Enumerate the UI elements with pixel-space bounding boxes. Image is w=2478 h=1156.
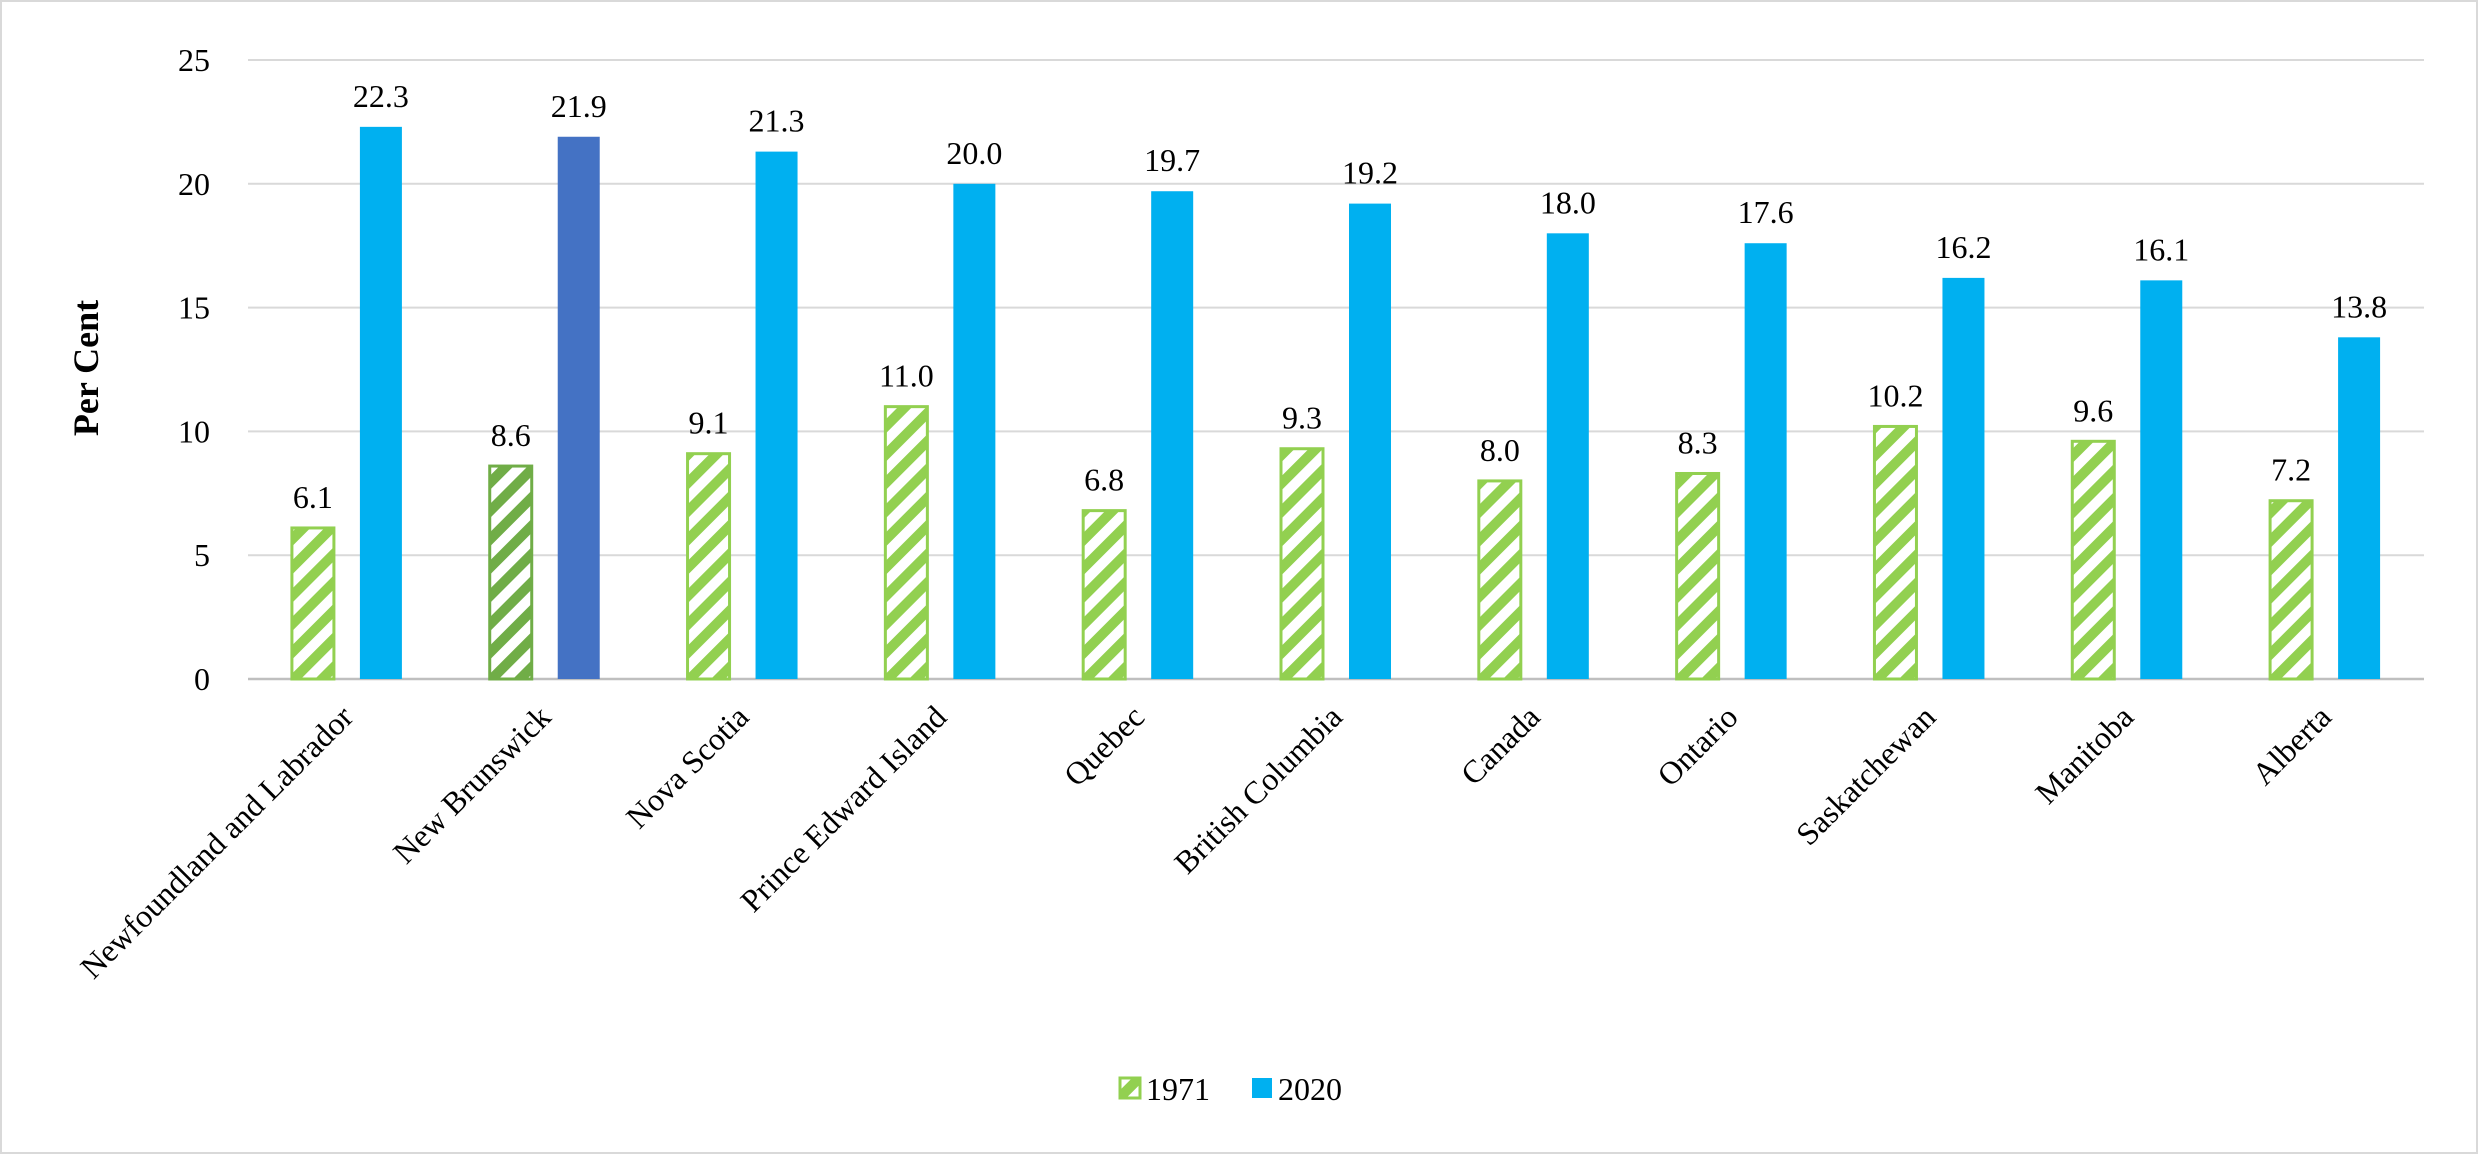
data-label-2020: 21.9 bbox=[551, 88, 607, 124]
legend-swatch-2020 bbox=[1252, 1078, 1272, 1098]
bar-2020 bbox=[2338, 337, 2381, 679]
bar-1971 bbox=[290, 526, 336, 681]
bar-1971 bbox=[1081, 509, 1127, 681]
x-category-label: Ontario bbox=[1650, 698, 1745, 793]
bar-1971 bbox=[883, 405, 929, 681]
y-tick-label: 0 bbox=[194, 661, 210, 697]
y-axis-ticks: 0 5 10 15 20 25 bbox=[178, 42, 210, 697]
data-labels: 6.1 22.3 8.6 21.9 9.1 21.3 11.0 20.0 6.8 19.7 9.3 1… bbox=[293, 78, 2387, 515]
data-label-2020: 19.7 bbox=[1144, 142, 1200, 178]
x-category-label: British Columbia bbox=[1167, 698, 1349, 880]
x-axis-categories: Newfoundland and Labrador New Brunswick No… bbox=[73, 698, 2338, 985]
data-label-2020: 21.3 bbox=[749, 103, 805, 139]
x-category-label: Canada bbox=[1453, 698, 1546, 791]
bar-1971 bbox=[2070, 439, 2116, 681]
x-category-label: Prince Edward Island bbox=[733, 698, 953, 918]
bar-2020 bbox=[1942, 277, 1985, 679]
x-category-label: Alberta bbox=[2245, 698, 2338, 791]
bar-2020 bbox=[1744, 243, 1787, 679]
bar-1971 bbox=[488, 464, 534, 681]
bar-1971 bbox=[686, 452, 732, 681]
bars bbox=[290, 126, 2381, 681]
data-label-2020: 20.0 bbox=[946, 135, 1002, 171]
data-label-1971: 11.0 bbox=[879, 358, 934, 394]
data-label-1971: 6.1 bbox=[293, 479, 333, 515]
data-label-2020: 13.8 bbox=[2331, 288, 2387, 324]
data-label-1971: 10.2 bbox=[1867, 377, 1923, 413]
bar-2020 bbox=[557, 136, 600, 680]
data-label-2020: 18.0 bbox=[1540, 184, 1596, 220]
bar-2020 bbox=[1349, 203, 1391, 679]
bar-2020 bbox=[359, 126, 402, 680]
bar-1971 bbox=[2268, 499, 2314, 681]
data-label-2020: 17.6 bbox=[1738, 194, 1794, 230]
y-tick-label: 25 bbox=[178, 42, 210, 78]
data-label-1971: 9.6 bbox=[2073, 392, 2113, 428]
y-tick-label: 15 bbox=[178, 290, 210, 326]
data-label-1971: 7.2 bbox=[2271, 452, 2311, 488]
bar-1971 bbox=[1675, 471, 1721, 681]
y-tick-label: 10 bbox=[178, 413, 210, 449]
x-category-label: Nova Scotia bbox=[619, 698, 756, 835]
bar-2020 bbox=[1546, 233, 1589, 679]
y-tick-label: 20 bbox=[178, 166, 210, 202]
x-category-label: Saskatchewan bbox=[1789, 698, 1943, 852]
bar-1971 bbox=[1477, 479, 1523, 681]
data-label-1971: 6.8 bbox=[1084, 462, 1124, 498]
bar-1971 bbox=[1872, 424, 1918, 681]
bar-2020 bbox=[755, 151, 798, 679]
data-label-2020: 22.3 bbox=[353, 78, 409, 114]
x-category-label: New Brunswick bbox=[386, 698, 558, 870]
x-category-label: Newfoundland and Labrador bbox=[73, 698, 360, 985]
data-label-1971: 8.0 bbox=[1480, 432, 1520, 468]
y-tick-label: 5 bbox=[194, 537, 210, 573]
data-label-1971: 8.6 bbox=[491, 417, 531, 453]
y-axis-title: Per Cent bbox=[66, 300, 106, 436]
bar-2020 bbox=[2140, 280, 2183, 679]
data-label-1971: 9.1 bbox=[689, 405, 729, 441]
data-label-1971: 8.3 bbox=[1678, 424, 1718, 460]
data-label-2020: 19.2 bbox=[1342, 155, 1398, 191]
x-category-label: Quebec bbox=[1057, 698, 1152, 793]
bar-1971 bbox=[1279, 447, 1325, 681]
legend-label-1971: 1971 bbox=[1146, 1071, 1210, 1107]
bar-2020 bbox=[1151, 191, 1194, 679]
gridlines bbox=[248, 59, 2424, 681]
legend-swatch-1971 bbox=[1118, 1076, 1142, 1100]
data-label-2020: 16.2 bbox=[1935, 229, 1991, 265]
legend: 1971 2020 bbox=[1118, 1071, 1342, 1107]
x-category-label: Manitoba bbox=[2028, 698, 2140, 810]
legend-label-2020: 2020 bbox=[1278, 1071, 1342, 1107]
data-label-1971: 9.3 bbox=[1282, 400, 1322, 436]
data-label-2020: 16.1 bbox=[2133, 231, 2189, 267]
bar-2020 bbox=[953, 183, 996, 680]
